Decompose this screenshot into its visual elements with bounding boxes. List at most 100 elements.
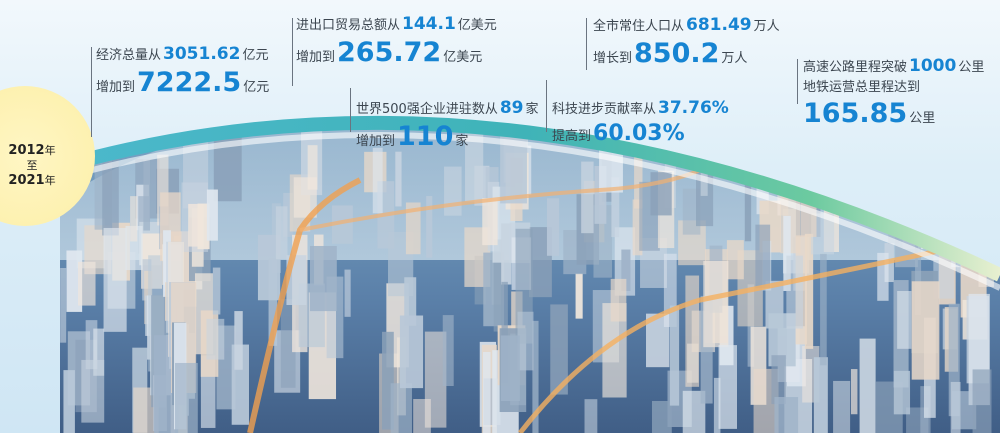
- unit: 亿美元: [457, 18, 497, 33]
- building: [275, 206, 288, 260]
- value: 144.1: [402, 14, 456, 34]
- stat-gdp: 经济总量从 3051.62 亿元 增加到 7222.5 亿元: [96, 46, 269, 102]
- building: [833, 380, 851, 433]
- building: [63, 370, 75, 433]
- building: [157, 154, 169, 226]
- value: 89: [499, 98, 524, 118]
- label: 高速公路里程突破: [803, 60, 908, 75]
- building: [771, 355, 786, 405]
- unit: 家: [455, 134, 469, 149]
- building: [395, 151, 402, 207]
- building: [859, 338, 876, 433]
- building: [634, 154, 643, 209]
- building: [621, 249, 631, 292]
- building: [546, 198, 560, 256]
- unit: 万人: [753, 19, 780, 34]
- leader-line: [292, 18, 293, 86]
- building: [685, 275, 700, 387]
- building: [893, 370, 911, 415]
- building: [713, 377, 721, 433]
- leader-line: [797, 59, 798, 104]
- value: 265.72: [337, 37, 442, 68]
- label: 经济总量从: [96, 48, 162, 63]
- building: [744, 174, 752, 242]
- building: [669, 305, 680, 406]
- building: [344, 269, 351, 317]
- building: [632, 199, 643, 256]
- building: [611, 177, 620, 238]
- building: [212, 267, 221, 315]
- arc-band: [53, 115, 1000, 282]
- building: [234, 311, 243, 370]
- building: [783, 215, 791, 292]
- unit: 公里: [909, 111, 936, 126]
- building: [444, 166, 462, 216]
- unit: 亿元: [242, 48, 269, 63]
- building: [188, 203, 204, 247]
- label: 增长到: [593, 51, 633, 66]
- building: [933, 176, 947, 228]
- label: 科技进步贡献率从: [552, 102, 657, 117]
- building: [175, 362, 198, 433]
- stat-tech: 科技进步贡献率从 37.76% 提高到 60.03%: [552, 100, 729, 151]
- building: [413, 399, 431, 433]
- year-unit: 年: [44, 144, 56, 157]
- building: [877, 252, 889, 301]
- building: [102, 159, 119, 236]
- building: [331, 205, 353, 244]
- value: 1000: [909, 56, 957, 76]
- stat-fortune500: 世界500强企业进驻数从 89 家 增加到 110 家: [356, 100, 539, 156]
- value: 110: [397, 121, 454, 152]
- building: [786, 255, 803, 329]
- building: [774, 397, 799, 433]
- stat-population: 全市常住人口从 681.49 万人 增长到 850.2 万人: [593, 17, 780, 73]
- leader-line: [91, 47, 92, 137]
- leader-line: [350, 88, 351, 132]
- building: [426, 196, 433, 258]
- building: [911, 281, 940, 380]
- building: [755, 224, 771, 289]
- building: [81, 359, 105, 423]
- building: [651, 400, 672, 433]
- building: [550, 304, 568, 395]
- building: [646, 313, 670, 368]
- building: [482, 351, 491, 433]
- value: 7222.5: [137, 67, 242, 98]
- building: [143, 158, 151, 231]
- building: [493, 239, 502, 332]
- building: [972, 369, 992, 433]
- building: [372, 147, 383, 214]
- building: [399, 315, 424, 389]
- year-range: 2012年 至 2021年: [2, 143, 62, 188]
- building: [482, 198, 498, 246]
- building: [206, 189, 218, 241]
- building: [382, 331, 394, 430]
- building: [718, 345, 738, 429]
- leader-line: [546, 80, 547, 132]
- building: [820, 253, 827, 366]
- building: [813, 357, 828, 433]
- building: [954, 179, 963, 251]
- stat-trade: 进出口贸易总额从 144.1 亿美元 增加到 265.72 亿美元: [296, 16, 497, 72]
- building: [594, 165, 607, 224]
- building: [500, 335, 520, 402]
- label: 进出口贸易总额从: [296, 18, 401, 33]
- building: [850, 369, 858, 415]
- building: [529, 227, 552, 298]
- building: [584, 399, 598, 433]
- unit: 亿元: [243, 80, 270, 95]
- building: [974, 172, 993, 244]
- building: [501, 223, 512, 285]
- value: 37.76%: [658, 98, 729, 118]
- building: [125, 225, 143, 271]
- label: 增加到: [96, 80, 136, 95]
- unit: 亿美元: [443, 50, 483, 65]
- building: [405, 202, 421, 255]
- building: [532, 320, 539, 433]
- year-unit: 年: [44, 174, 56, 187]
- building: [575, 273, 583, 319]
- building: [610, 278, 627, 322]
- label: 全市常住人口从: [593, 19, 685, 34]
- building: [85, 320, 98, 370]
